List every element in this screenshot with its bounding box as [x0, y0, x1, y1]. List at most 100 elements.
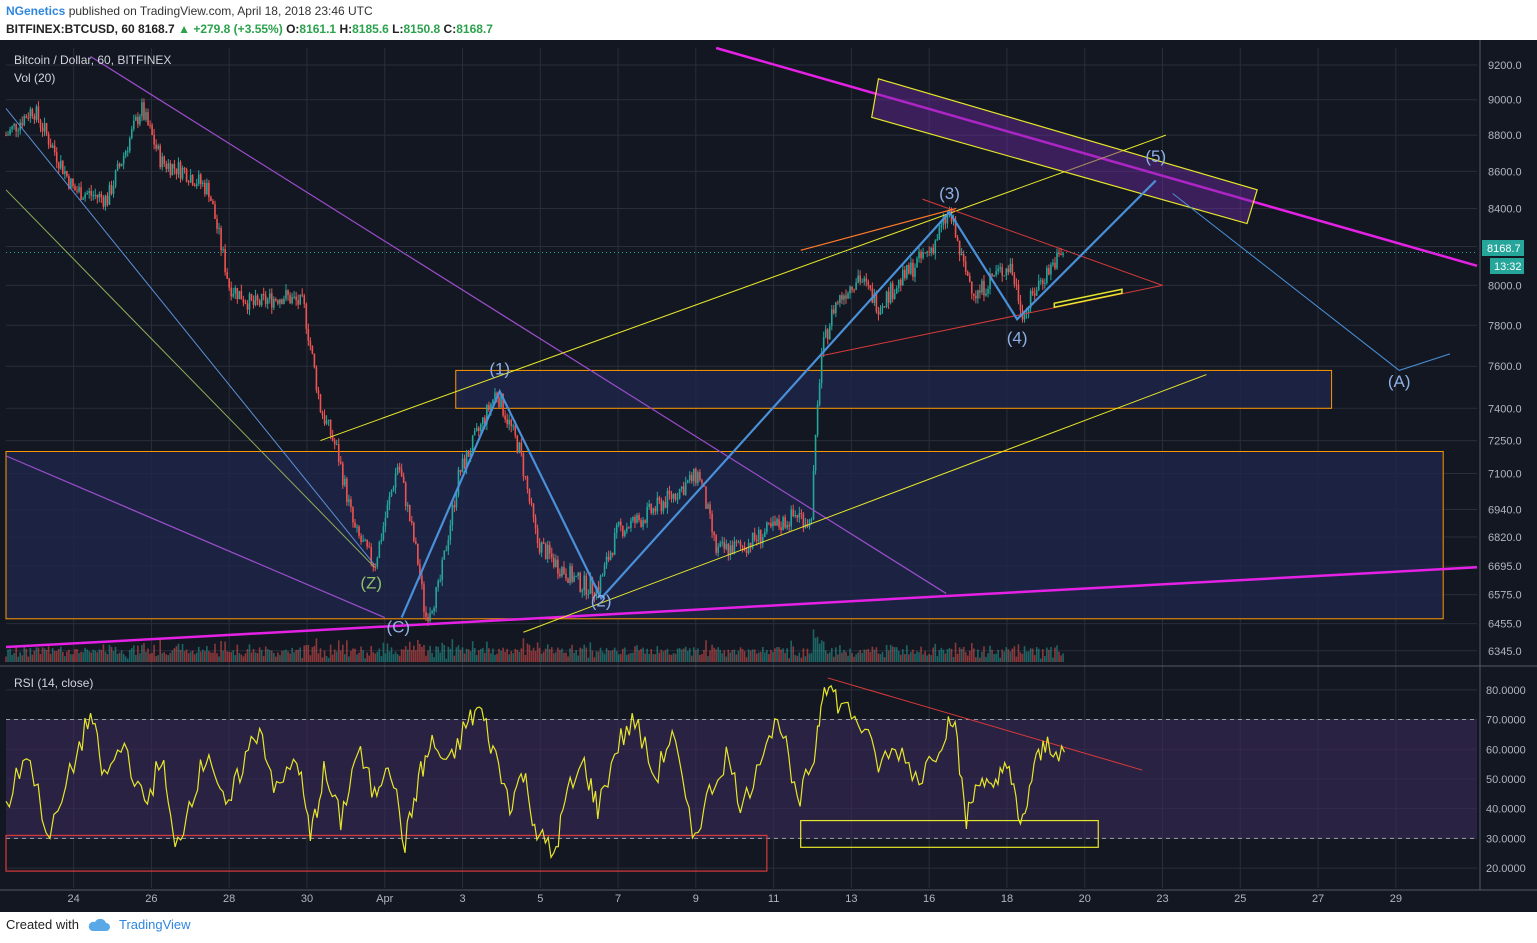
candle-body	[873, 293, 876, 303]
candle-body	[394, 473, 397, 488]
volume-bar	[108, 644, 111, 662]
volume-bar	[183, 651, 186, 662]
candle-body	[86, 192, 88, 195]
candle-body	[719, 543, 721, 547]
volume-bar	[611, 650, 614, 662]
candle-body	[879, 307, 882, 315]
volume-bar	[1007, 649, 1010, 662]
open-value: 8161.1	[299, 22, 337, 36]
volume-bar	[826, 653, 829, 662]
candle-body	[437, 581, 439, 588]
candle-body	[816, 404, 819, 435]
candle-body	[668, 490, 671, 495]
candle-body	[31, 109, 34, 117]
volume-bar	[617, 654, 620, 662]
candle-body	[238, 290, 241, 300]
volume-bar	[713, 647, 715, 662]
volume-bar	[45, 649, 48, 662]
volume-bar	[837, 654, 839, 662]
volume-bar	[723, 650, 726, 662]
volume-bar	[701, 654, 703, 662]
candle-body	[33, 116, 36, 120]
volume-bar	[948, 648, 951, 662]
volume-bar	[13, 652, 15, 662]
candle-body	[755, 539, 758, 541]
volume-bar	[311, 647, 314, 662]
candle-body	[646, 506, 648, 523]
volume-bar	[973, 648, 975, 662]
volume-bar	[321, 657, 324, 662]
wave-label: (4)	[1007, 329, 1028, 348]
volume-bar	[431, 652, 433, 662]
close-label: C:	[443, 22, 457, 36]
candle-body	[916, 258, 918, 268]
volume-bar	[104, 651, 107, 662]
candle-body	[307, 328, 310, 341]
volume-bar	[993, 654, 995, 662]
volume-bar	[57, 648, 60, 662]
volume-bar	[636, 645, 638, 662]
volume-bar	[989, 645, 991, 662]
candle-body	[624, 531, 626, 536]
volume-bar	[571, 644, 573, 662]
volume-bar	[871, 646, 874, 662]
volume-bar	[583, 644, 586, 662]
volume-bar	[906, 645, 908, 662]
candle-body	[220, 228, 222, 251]
volume-bar	[638, 650, 640, 662]
volume-bar	[902, 649, 904, 662]
candle-body	[1029, 291, 1032, 308]
candle-body	[928, 251, 930, 253]
candle-body	[981, 280, 983, 293]
volume-bar	[591, 650, 594, 662]
volume-bar	[924, 651, 926, 662]
chart-canvas[interactable]: (Z) (C) (1) (2) (3) (4) (5) (A) 6345.0 6455.0 657…	[0, 40, 1537, 912]
candle-body	[122, 155, 125, 164]
volume-bar	[950, 648, 953, 662]
candle-body	[553, 557, 555, 567]
candle-body	[1056, 252, 1058, 269]
volume-bar	[1027, 651, 1030, 662]
volume-bar	[315, 638, 318, 662]
candle-body	[433, 607, 435, 612]
candle-body	[139, 116, 141, 125]
volume-bar	[39, 653, 42, 662]
volume-bar	[285, 649, 287, 662]
candle-body	[526, 476, 529, 490]
candle-body	[311, 346, 314, 354]
publisher-name[interactable]: NGenetics	[6, 4, 66, 18]
volume-bar	[849, 648, 851, 662]
volume-bar	[747, 649, 750, 662]
candle-body	[893, 293, 896, 299]
candle-body	[715, 535, 717, 553]
candle-body	[861, 281, 864, 283]
volume-bar	[528, 644, 531, 662]
volume-bar	[96, 652, 99, 662]
tradingview-brand[interactable]: TradingView	[118, 917, 191, 932]
candle-body	[1001, 267, 1004, 276]
candle-body	[151, 125, 153, 135]
volume-bar	[37, 647, 40, 662]
volume-bar	[151, 652, 153, 662]
volume-bar	[433, 657, 435, 662]
volume-bar	[1035, 647, 1038, 662]
price-axis-panel	[1480, 40, 1537, 912]
volume-bar	[796, 655, 799, 662]
candle-body	[654, 508, 657, 512]
volume-bar	[281, 650, 283, 662]
candle-body	[924, 252, 926, 254]
candle-body	[7, 134, 9, 136]
volume-bar	[891, 646, 894, 662]
volume-bar	[662, 651, 665, 662]
candle-body	[837, 302, 839, 304]
candle-body	[794, 515, 797, 517]
candle-body	[135, 116, 137, 121]
volume-bar	[303, 645, 306, 662]
candle-body	[230, 287, 233, 297]
volume-bar	[599, 647, 602, 662]
candle-body	[510, 419, 513, 427]
volume-bar	[455, 647, 458, 662]
candle-body	[202, 182, 204, 185]
volume-bar	[189, 651, 192, 662]
volume-bar	[80, 651, 82, 662]
